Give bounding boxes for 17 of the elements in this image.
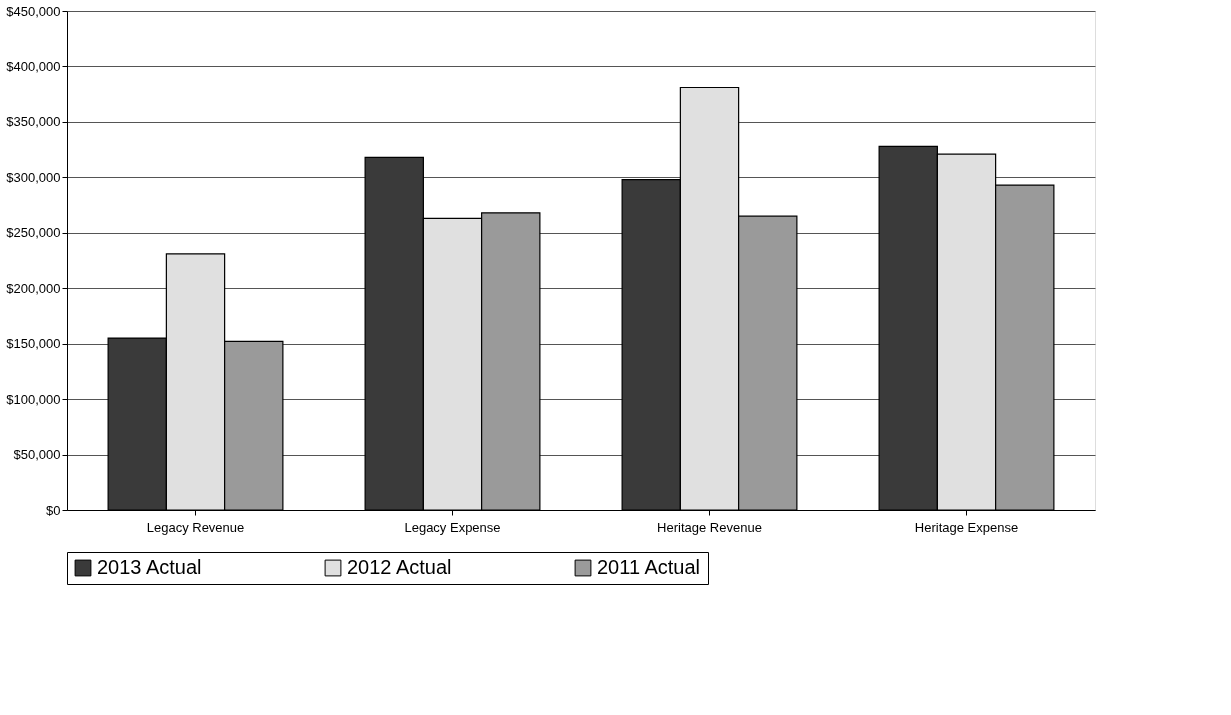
x-tick-label: Heritage Expense	[914, 519, 1019, 535]
y-tick-label: $450,000	[6, 3, 61, 19]
y-tick-label: $50,000	[13, 447, 61, 463]
y-tick-label: $250,000	[6, 225, 61, 241]
legend-label: 2012 Actual	[347, 556, 452, 578]
y-tick-label: $350,000	[6, 114, 61, 130]
legend-label: 2013 Actual	[97, 556, 202, 578]
x-tick-label: Legacy Expense	[404, 519, 501, 535]
y-tick-label: $150,000	[6, 336, 61, 352]
y-tick-label: $300,000	[6, 169, 61, 185]
x-tick-label: Legacy Revenue	[146, 519, 245, 535]
x-tick-label: Heritage Revenue	[657, 519, 762, 535]
y-tick-label: $400,000	[6, 58, 61, 74]
y-tick-label: $0	[46, 502, 61, 518]
y-tick-label: $100,000	[6, 391, 61, 407]
legend-label: 2011 Actual	[597, 556, 701, 578]
y-tick-label: $200,000	[6, 280, 61, 296]
